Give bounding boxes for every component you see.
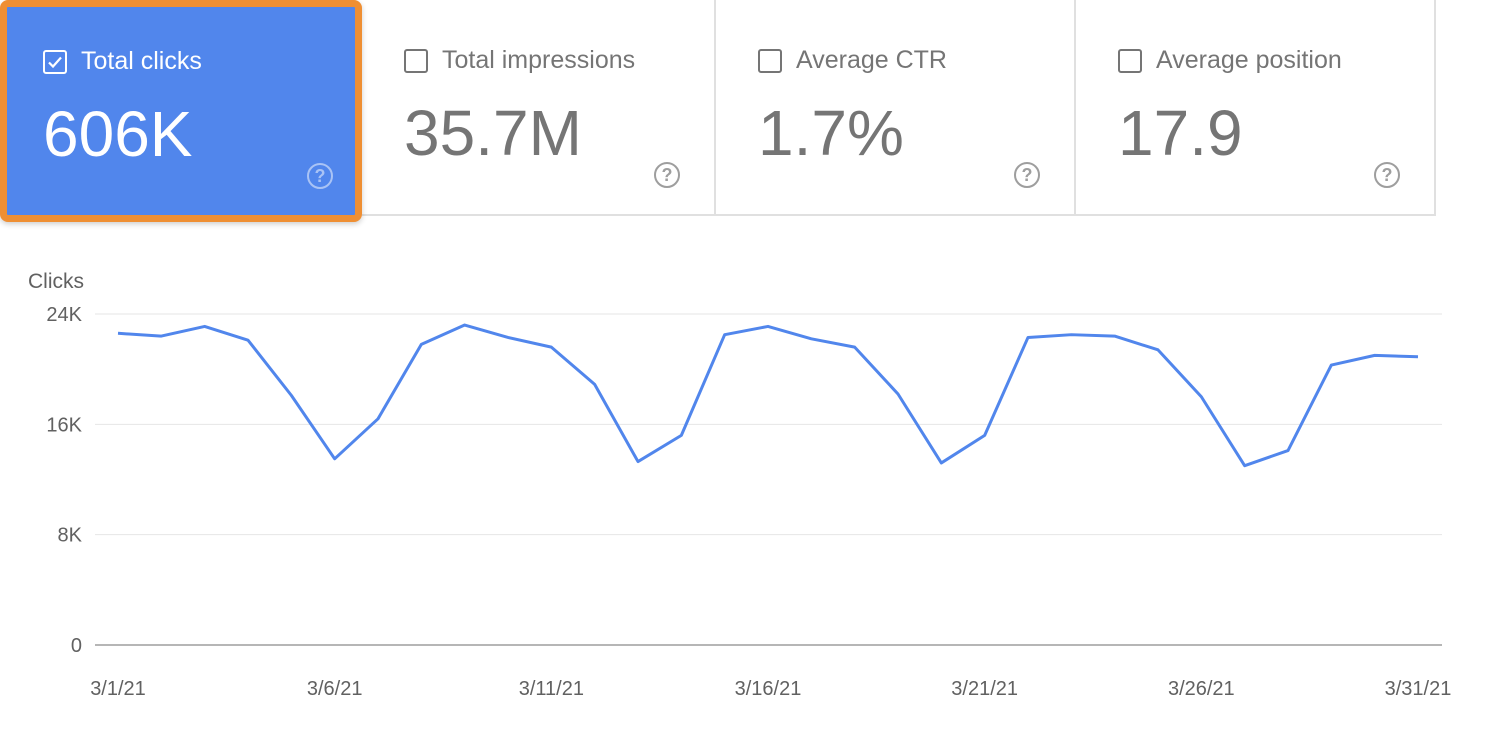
clicks-line — [117, 323, 1419, 468]
metric-label: Average position — [1118, 46, 1342, 75]
x-tick-label: 3/31/21 — [1385, 678, 1452, 700]
metric-label: Total clicks — [43, 47, 202, 76]
metric-card-average-position[interactable]: Average position 17.9 ? — [1076, 0, 1436, 216]
checkbox-checked-icon[interactable] — [43, 49, 67, 74]
x-tick-label: 3/21/21 — [951, 678, 1018, 700]
metric-label-text: Average CTR — [796, 46, 947, 74]
y-axis-title: Clicks — [28, 270, 84, 293]
metric-label-text: Average position — [1156, 46, 1342, 74]
metric-value: 1.7% — [758, 97, 904, 169]
metric-card-total-impressions[interactable]: Total impressions 35.7M ? — [362, 0, 716, 216]
metric-value: 606K — [43, 98, 193, 170]
checkbox-icon[interactable] — [758, 48, 782, 73]
metric-label: Total impressions — [404, 46, 635, 75]
y-tick-label: 0 — [71, 635, 82, 657]
checkbox-icon[interactable] — [1118, 48, 1142, 73]
metric-value: 35.7M — [404, 97, 582, 169]
x-tick-label: 3/16/21 — [735, 678, 802, 700]
metric-label-text: Total impressions — [442, 46, 636, 74]
y-tick-label: 8K — [58, 525, 83, 547]
help-icon[interactable]: ? — [1374, 162, 1400, 188]
x-tick-label: 3/26/21 — [1168, 678, 1235, 700]
help-icon[interactable]: ? — [307, 163, 333, 189]
metric-value: 17.9 — [1118, 97, 1243, 169]
x-tick-label: 3/6/21 — [307, 678, 363, 700]
y-tick-label: 16K — [46, 414, 82, 436]
x-tick-label: 3/11/21 — [519, 678, 584, 700]
metric-label-text: Total clicks — [81, 47, 202, 75]
checkbox-icon[interactable] — [404, 48, 428, 73]
x-tick-label: 3/1/21 — [90, 678, 146, 700]
y-tick-label: 24K — [46, 304, 82, 326]
help-icon[interactable]: ? — [1014, 162, 1040, 188]
metric-label: Average CTR — [758, 46, 947, 75]
metric-card-average-ctr[interactable]: Average CTR 1.7% ? — [716, 0, 1076, 216]
help-icon[interactable]: ? — [654, 162, 680, 188]
metric-card-total-clicks[interactable]: Total clicks 606K ? — [0, 0, 362, 222]
